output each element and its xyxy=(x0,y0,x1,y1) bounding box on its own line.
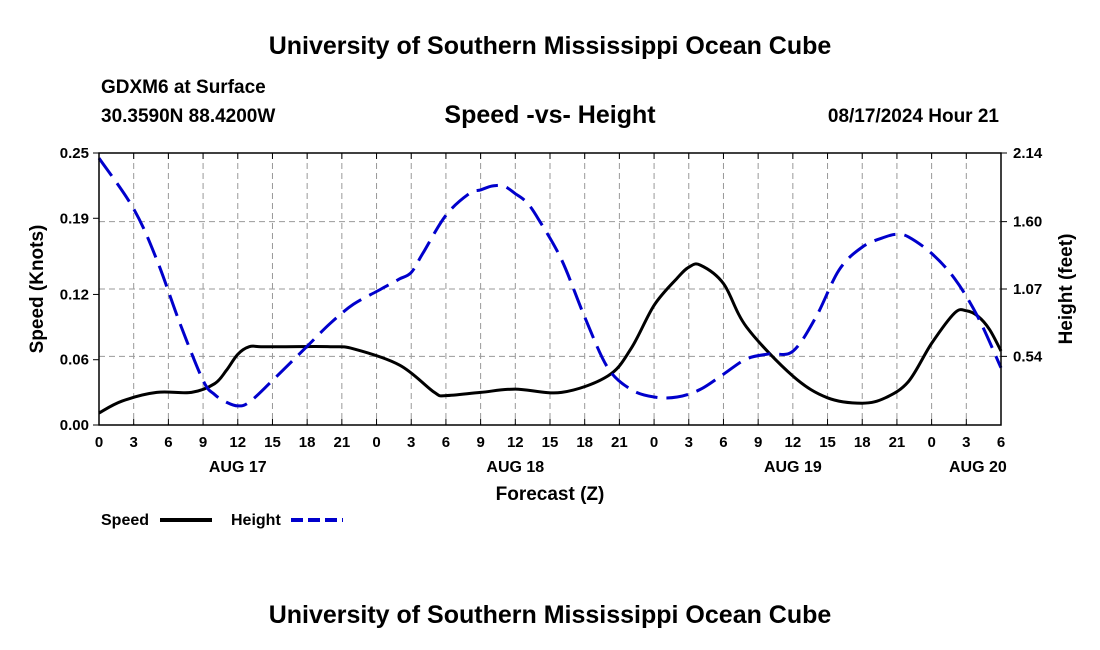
x-tick-label: 12 xyxy=(229,434,246,451)
x-date-label: AUG 20 xyxy=(949,459,1007,476)
chart-title: Speed -vs- Height xyxy=(444,101,656,129)
speed-series-line xyxy=(98,262,1003,415)
y-left-tick-label: 0.19 xyxy=(60,210,89,227)
y-axis-right-label: Height (feet) xyxy=(1056,234,1077,345)
x-tick-label: 12 xyxy=(507,434,524,451)
forecast-datetime: 08/17/2024 Hour 21 xyxy=(827,106,999,127)
x-date-label: AUG 18 xyxy=(486,459,544,476)
x-tick-label: 15 xyxy=(264,434,281,451)
x-tick-label: 6 xyxy=(997,434,1005,451)
station-label: GDXM6 at Surface xyxy=(101,77,266,98)
y-left-tick-label: 0.06 xyxy=(60,352,89,369)
y-right-tick-label: 0.54 xyxy=(1013,348,1043,365)
x-tick-label: 18 xyxy=(576,434,593,451)
x-tick-label: 0 xyxy=(372,434,380,451)
page-title: University of Southern Mississippi Ocean… xyxy=(268,32,832,60)
x-tick-label: 18 xyxy=(299,434,316,451)
x-tick-label: 15 xyxy=(542,434,559,451)
x-tick-label: 3 xyxy=(685,434,693,451)
height-series-line xyxy=(97,157,1003,408)
x-tick-label: 9 xyxy=(199,434,207,451)
legend: Speed Height xyxy=(101,512,343,529)
x-tick-label: 18 xyxy=(854,434,871,451)
x-tick-label: 21 xyxy=(611,434,628,451)
y-left-tick-label: 0.25 xyxy=(60,145,89,162)
x-tick-label: 21 xyxy=(889,434,906,451)
x-tick-label: 21 xyxy=(334,434,351,451)
y-left-tick-label: 0.12 xyxy=(60,286,89,303)
x-tick-label: 6 xyxy=(719,434,727,451)
x-tick-label: 0 xyxy=(650,434,658,451)
x-tick-label: 3 xyxy=(130,434,138,451)
series-layer xyxy=(97,157,1003,415)
y-right-tick-label: 1.60 xyxy=(1013,214,1042,231)
x-tick-label: 3 xyxy=(407,434,415,451)
legend-height-label: Height xyxy=(231,512,281,529)
x-tick-label: 6 xyxy=(164,434,172,451)
x-tick-label: 12 xyxy=(785,434,802,451)
x-tick-label: 9 xyxy=(754,434,762,451)
y-left-tick-label: 0.00 xyxy=(60,417,89,434)
axes: 0 3 6 9 12 15 18 21 0 3 6 9 12 15 18 21 0 3 6 9 12 15 18 21 0 3 6 A… xyxy=(60,145,1043,476)
x-tick-label: 0 xyxy=(927,434,935,451)
y-right-tick-label: 2.14 xyxy=(1013,145,1043,162)
x-axis-label: Forecast (Z) xyxy=(496,484,605,505)
y-right-tick-label: 1.07 xyxy=(1013,281,1042,298)
x-tick-label: 0 xyxy=(95,434,103,451)
coordinates-label: 30.3590N 88.4200W xyxy=(101,106,276,127)
x-tick-label: 6 xyxy=(442,434,450,451)
legend-speed-label: Speed xyxy=(101,512,149,529)
x-date-label: AUG 19 xyxy=(764,459,822,476)
footer-title: University of Southern Mississippi Ocean… xyxy=(268,601,832,629)
grid xyxy=(98,152,1002,425)
x-date-label: AUG 17 xyxy=(209,459,267,476)
x-tick-label: 9 xyxy=(476,434,484,451)
x-tick-label: 3 xyxy=(962,434,970,451)
y-axis-left-label: Speed (Knots) xyxy=(27,225,48,354)
x-tick-label: 15 xyxy=(819,434,836,451)
